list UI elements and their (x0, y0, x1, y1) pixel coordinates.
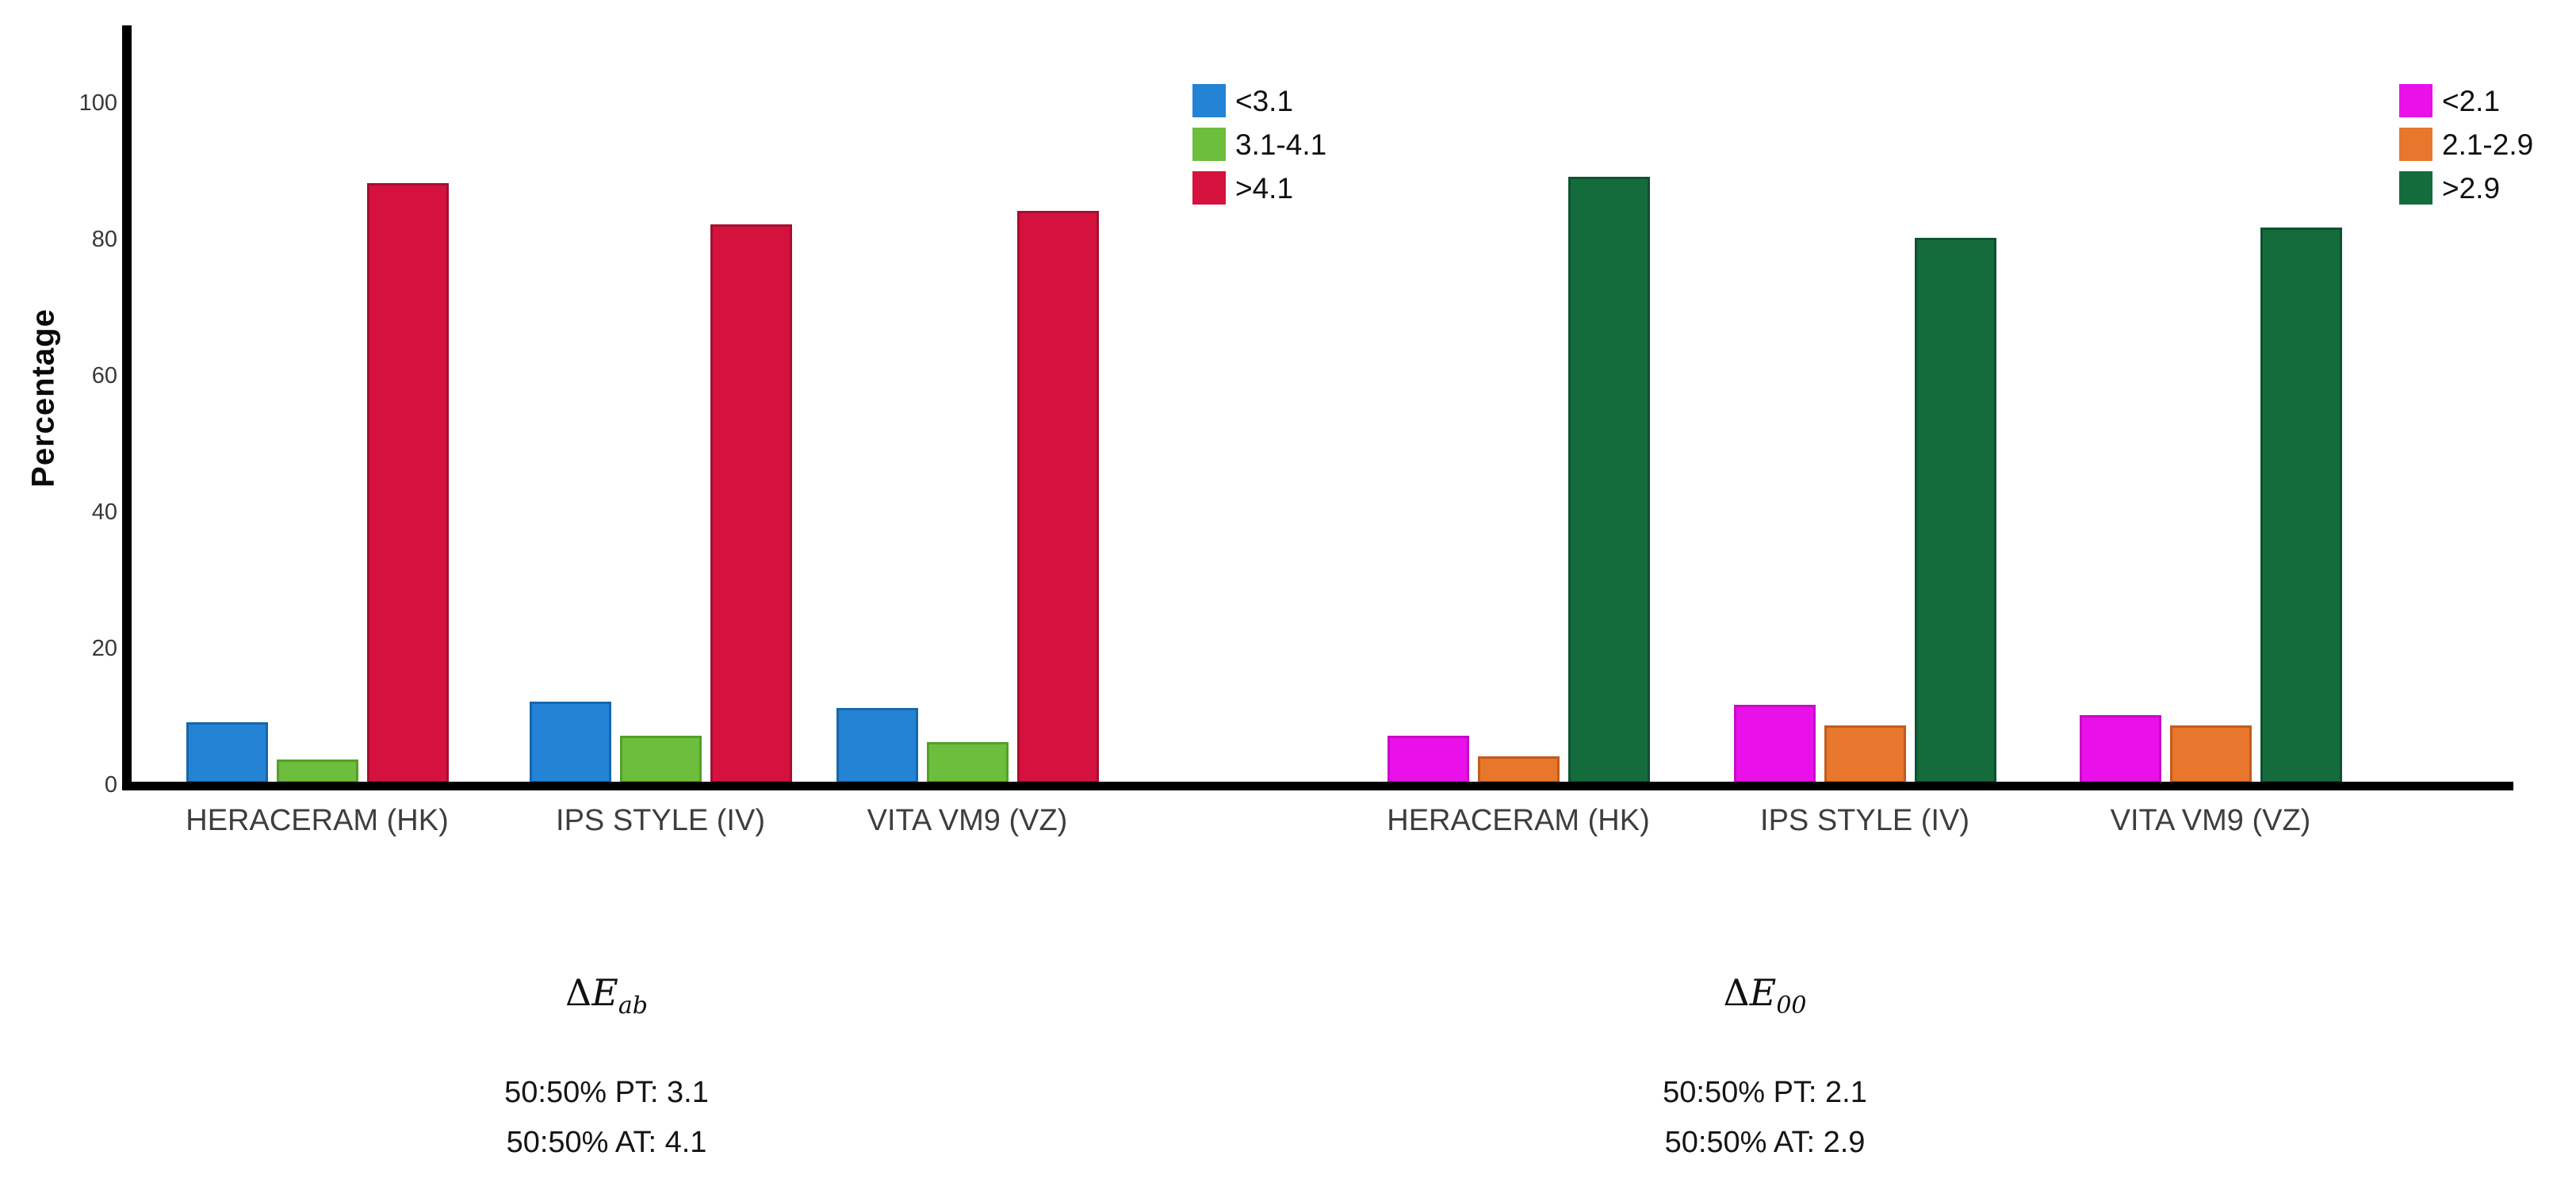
bar-e-00-heraceram-hk-2-1 (1388, 735, 1469, 783)
bar-e-00-ips-style-iv-2-1 (1734, 705, 1816, 783)
legend-label: >4.1 (1235, 171, 1294, 205)
threshold-at-line: 50:50% AT: 4.1 (506, 1126, 707, 1159)
y-axis-line (122, 25, 132, 789)
legend-item: <2.1 (2399, 84, 2533, 117)
legend-item: 3.1-4.1 (1192, 128, 1326, 161)
threshold-pt-line: 50:50% PT: 3.1 (504, 1076, 709, 1109)
legend-label: 3.1-4.1 (1235, 128, 1327, 161)
category-label-heraceram-hk: HERACERAM (HK) (186, 804, 449, 837)
formula-subscript: 00 (1776, 992, 1807, 1020)
legend-delta-e-ab: <3.1 3.1-4.1 >4.1 (1192, 84, 1326, 205)
bar-e-00-ips-style-iv-2-9 (1915, 238, 1996, 783)
bar-e-00-vita-vm9-vz-2-9 (2260, 228, 2342, 783)
y-tick-label-80: 80 (91, 227, 117, 252)
bar-e-ab-heraceram-hk-3-1 (186, 721, 268, 783)
bar-e-ab-vita-vm9-vz-3-1-4-1 (927, 742, 1009, 783)
legend-item: <3.1 (1192, 84, 1326, 117)
legend-label: 2.1-2.9 (2442, 128, 2534, 161)
x-axis-baseline (122, 782, 2513, 790)
y-tick-label-100: 100 (78, 90, 117, 116)
y-tick-label-60: 60 (91, 363, 117, 388)
bar-e-ab-heraceram-hk-4-1 (367, 183, 449, 783)
bar-e-00-vita-vm9-vz-2-1 (2080, 715, 2161, 783)
legend-swatch-blue (1192, 84, 1226, 117)
threshold-at-line: 50:50% AT: 2.9 (1664, 1126, 1866, 1159)
category-label-ips-style-iv: IPS STYLE (IV) (556, 804, 765, 837)
bar-e-00-heraceram-hk-2-9 (1568, 176, 1650, 783)
bar-e-ab-vita-vm9-vz-3-1 (836, 708, 918, 783)
bar-e-00-heraceram-hk-2-1-2-9 (1478, 756, 1560, 783)
bar-e-00-vita-vm9-vz-2-1-2-9 (2170, 725, 2252, 783)
delta-symbol: Δ (1723, 971, 1750, 1014)
legend-label: <2.1 (2442, 84, 2501, 117)
category-label-vita-vm9-vz: VITA VM9 (VZ) (2110, 804, 2311, 837)
formula-variable: E (591, 971, 618, 1014)
legend-label: >2.9 (2442, 171, 2501, 205)
threshold-pt-line: 50:50% PT: 2.1 (1663, 1076, 1867, 1109)
annotation-delta-e-ab: ΔEab 50:50% PT: 3.1 50:50% AT: 4.1 (369, 971, 844, 1168)
y-tick-label-40: 40 (91, 499, 117, 525)
legend-swatch-magenta (2399, 84, 2432, 117)
bar-e-ab-vita-vm9-vz-4-1 (1017, 210, 1099, 783)
formula-subscript: ab (618, 992, 648, 1020)
legend-label: <3.1 (1235, 84, 1294, 117)
legend-item: 2.1-2.9 (2399, 128, 2533, 161)
legend-item: >2.9 (2399, 171, 2533, 205)
bar-e-00-ips-style-iv-2-1-2-9 (1824, 725, 1906, 783)
annotation-delta-e-00: ΔE00 50:50% PT: 2.1 50:50% AT: 2.9 (1527, 971, 2003, 1168)
delta-symbol: Δ (565, 971, 592, 1014)
legend-swatch-red (1192, 171, 1226, 205)
formula-variable: E (1749, 971, 1777, 1014)
bar-e-ab-ips-style-iv-4-1 (710, 224, 792, 783)
legend-item: >4.1 (1192, 171, 1326, 205)
legend-swatch-darkgreen (2399, 171, 2432, 205)
legend-swatch-orange (2399, 128, 2432, 161)
category-label-vita-vm9-vz: VITA VM9 (VZ) (867, 804, 1068, 837)
category-label-ips-style-iv: IPS STYLE (IV) (1760, 804, 1969, 837)
category-label-heraceram-hk: HERACERAM (HK) (1387, 804, 1650, 837)
y-tick-label-0: 0 (104, 772, 117, 798)
legend-delta-e-00: <2.1 2.1-2.9 >2.9 (2399, 84, 2533, 205)
y-tick-label-20: 20 (91, 636, 117, 661)
bar-e-ab-ips-style-iv-3-1-4-1 (620, 735, 702, 783)
formula-delta-e-ab: ΔEab (369, 971, 844, 1018)
y-axis-title: Percentage (25, 308, 61, 488)
bar-e-ab-ips-style-iv-3-1 (530, 701, 611, 783)
legend-swatch-green (1192, 128, 1226, 161)
bar-e-ab-heraceram-hk-3-1-4-1 (277, 759, 358, 783)
formula-delta-e-00: ΔE00 (1527, 971, 2003, 1018)
